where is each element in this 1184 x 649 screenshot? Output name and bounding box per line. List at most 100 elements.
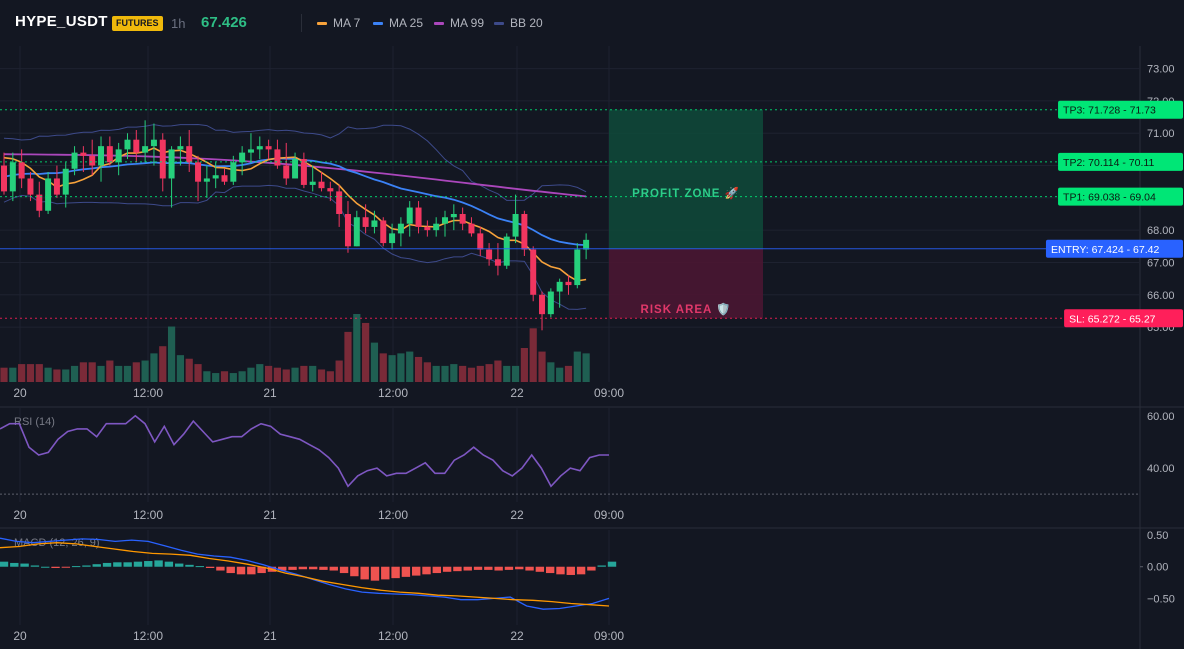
legend-ma25[interactable]: MA 25	[373, 16, 423, 30]
tp3-tag-bg	[1058, 100, 1183, 119]
macd-hist-bar	[401, 566, 411, 577]
volume-bar	[309, 365, 317, 382]
macd-time-label: 21	[263, 629, 277, 643]
volume-bar	[291, 367, 299, 382]
macd-time-label: 12:00	[378, 629, 408, 643]
bb-upper-line	[3, 123, 587, 201]
macd-hist-bar	[154, 560, 163, 567]
volume-bar	[335, 360, 343, 382]
macd-hist-bar	[442, 566, 452, 572]
macd-hist-bar	[329, 566, 338, 571]
symbol-name[interactable]: HYPE_USDT	[15, 13, 108, 30]
rsi-time-label: 22	[510, 508, 524, 522]
volume-bar	[547, 362, 555, 382]
macd-hist-bar	[566, 566, 575, 575]
candle-body	[353, 217, 360, 247]
legend-ma99-label: MA 99	[450, 16, 485, 30]
legend-ma7[interactable]: MA 7	[317, 16, 360, 30]
candle-body	[150, 139, 157, 147]
rsi-time-label: 20	[13, 508, 27, 522]
legend-ma99[interactable]: MA 99	[434, 16, 484, 30]
candle-body	[62, 168, 69, 195]
volume-bar	[344, 331, 352, 382]
bb20-swatch-icon	[494, 21, 504, 25]
candle-body	[71, 152, 78, 169]
main-time-label: 09:00	[594, 386, 624, 400]
ma99-swatch-icon	[434, 21, 444, 25]
header-divider	[301, 14, 302, 32]
bb-lower-line	[3, 184, 587, 310]
rsi-tick-label: 40.00	[1147, 463, 1175, 475]
candle-body	[530, 249, 537, 295]
candle-body	[45, 178, 52, 211]
macd-hist-bar	[236, 566, 246, 575]
risk-area-label: RISK AREA 🛡️	[641, 302, 732, 316]
macd-hist-bar	[226, 566, 235, 574]
volume-bar	[238, 371, 246, 382]
macd-hist-bar	[205, 566, 215, 568]
candle-body	[18, 162, 25, 179]
volume-bar	[185, 358, 193, 382]
macd-hist-bar	[51, 566, 60, 568]
macd-hist-bar	[195, 566, 204, 568]
timeframe-label[interactable]: 1h	[171, 16, 186, 31]
candle-body	[36, 194, 43, 211]
volume-bar	[9, 367, 17, 382]
sl-tag-bg	[1064, 309, 1183, 328]
volume-bar	[26, 364, 35, 382]
price-tick-label: 67.00	[1147, 257, 1175, 269]
candle-body	[486, 249, 493, 260]
volume-bar	[300, 365, 308, 382]
macd-hist-bar	[92, 564, 101, 567]
macd-tick-label: 0.00	[1147, 562, 1168, 574]
rsi-time-label: 09:00	[594, 508, 624, 522]
macd-time-label: 09:00	[594, 629, 624, 643]
legend-bb20[interactable]: BB 20	[494, 16, 543, 30]
volume-bar	[564, 365, 573, 382]
candle-body	[239, 152, 246, 163]
main-time-label: 12:00	[378, 386, 408, 400]
macd-time-label: 20	[13, 629, 27, 643]
macd-hist-bar	[422, 566, 431, 575]
profit-zone	[609, 109, 763, 249]
candle-body	[309, 181, 316, 185]
macd-hist-bar	[216, 566, 225, 571]
volume-bar	[35, 364, 43, 382]
candle-body	[212, 175, 219, 179]
candle-body	[265, 146, 272, 150]
volume-bar	[53, 369, 61, 382]
main-time-label: 20	[13, 386, 27, 400]
volume-bar	[18, 364, 26, 382]
candle-body	[327, 188, 334, 192]
macd-hist-bar	[10, 562, 19, 567]
chart-header: HYPE_USDT FUTURES 1h 67.426 MA 7 MA 25 M…	[0, 0, 1184, 46]
candle-body	[459, 214, 466, 224]
candle-body	[415, 207, 422, 227]
volume-bar	[353, 314, 361, 382]
volume-bar	[44, 367, 52, 382]
volume-bar	[88, 362, 96, 382]
candle-body	[318, 181, 325, 189]
candle-body	[142, 146, 149, 153]
candles	[1, 120, 590, 331]
macd-hist-bar	[82, 565, 91, 567]
macd-hist-bar	[144, 561, 153, 567]
macd-hist-bar	[412, 566, 421, 576]
macd-hist-bar	[0, 561, 9, 567]
macd-hist-bar	[391, 566, 400, 579]
price-tick-label: 73.00	[1147, 64, 1175, 76]
volume-bar	[273, 367, 282, 382]
futures-badge: FUTURES	[112, 16, 163, 31]
price-tick-label: 68.00	[1147, 225, 1175, 237]
macd-hist-bar	[473, 566, 483, 570]
volume-bar	[123, 365, 132, 382]
macd-hist-bar	[463, 566, 472, 571]
macd-tick-label: −0.50	[1147, 593, 1175, 605]
macd-hist-bar	[597, 565, 606, 567]
volume-bar	[194, 364, 202, 382]
volume-bar	[70, 365, 79, 382]
macd-hist-bar	[257, 566, 266, 574]
candle-body	[230, 162, 237, 182]
volume-bars	[0, 314, 590, 382]
